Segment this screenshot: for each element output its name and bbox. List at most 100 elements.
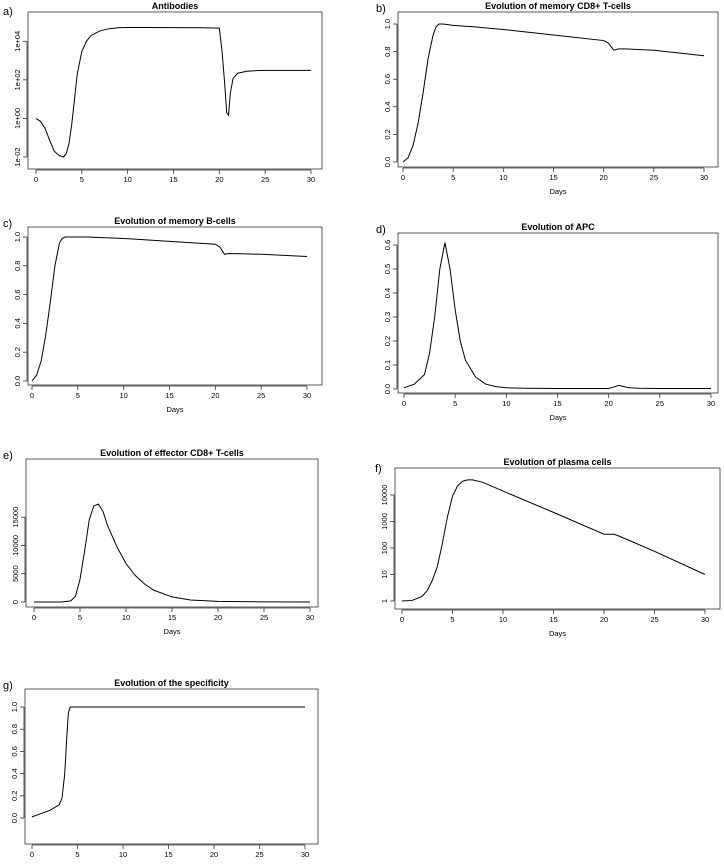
y-tick-label: 0: [11, 600, 20, 604]
x-tick-label: 20: [604, 399, 612, 408]
y-tick-label: 0.6: [13, 289, 22, 299]
y-tick-label: 0.4: [383, 102, 392, 112]
x-tick-label: 25: [656, 399, 664, 408]
chart-panel-a: a) Antibodies 0 5 10 15 20 25 30 1e-02 1e+00 1e+02 1…: [3, 1, 323, 184]
y-tick-label: 5000: [11, 565, 20, 582]
panel-label: c): [3, 218, 12, 230]
x-tick-label: 0: [402, 399, 406, 408]
x-tick-label: 15: [549, 615, 557, 624]
x-tick-label: 20: [215, 175, 223, 184]
y-tick-label: 0.2: [383, 129, 392, 139]
y-tick-label: 0.6: [10, 746, 19, 756]
y-tick-label: 1e+04: [13, 31, 22, 52]
y-tick-label: 10: [380, 570, 389, 578]
x-tick-label: 25: [650, 173, 658, 182]
y-tick-label: 0.1: [383, 360, 392, 370]
y-tick-label: 0.2: [10, 791, 19, 801]
x-tick-label: 30: [301, 850, 309, 859]
y-tick-label: 0.8: [13, 261, 22, 271]
x-tick-label: 0: [34, 175, 38, 184]
y-tick-label: 0.0: [13, 376, 22, 386]
chart-panel-g: g) Evolution of the specificity 0 5 10 15 20 25…: [3, 678, 319, 865]
x-tick-label: 20: [214, 613, 222, 622]
y-tick-label: 1e+02: [13, 69, 22, 90]
x-tick-label: 20: [211, 391, 219, 400]
chart-title: Evolution of memory B-cells: [114, 216, 236, 226]
y-tick-label: 100: [380, 542, 389, 555]
panel-label: f): [375, 463, 382, 475]
y-tick-label: 0.6: [383, 74, 392, 84]
y-tick-label: 0.0: [383, 384, 392, 394]
x-tick-label: 10: [122, 613, 130, 622]
y-tick-label: 0.0: [383, 157, 392, 167]
x-tick-label: 30: [700, 173, 708, 182]
series-line: [401, 479, 706, 602]
y-tick-label: 1.0: [10, 702, 19, 712]
panel-label: e): [3, 450, 13, 462]
chart-title: Antibodies: [152, 1, 199, 11]
x-tick-label: 25: [260, 613, 268, 622]
y-tick-label: 1000: [380, 513, 389, 530]
chart-title: Evolution of effector CD8+ T-cells: [100, 448, 244, 458]
y-tick-label: 0.4: [13, 318, 22, 328]
series-line: [31, 236, 308, 382]
y-tick-label: 1e-02: [13, 147, 22, 166]
y-tick-label: 10000: [380, 485, 389, 506]
x-tick-label: 0: [30, 391, 34, 400]
plot-frame: [24, 688, 319, 845]
panel-label: d): [376, 224, 386, 236]
y-tick-label: 1e+00: [13, 108, 22, 129]
x-tick-label: 25: [650, 615, 658, 624]
plot-frame: [397, 11, 719, 168]
panel-label: a): [3, 6, 13, 18]
x-tick-label: 25: [261, 175, 269, 184]
y-tick-label: 0.4: [383, 288, 392, 298]
x-tick-label: 30: [303, 391, 311, 400]
x-tick-label: 20: [210, 850, 218, 859]
y-tick-label: 0.2: [13, 347, 22, 357]
x-tick-label: 30: [307, 175, 315, 184]
y-tick-label: 0.4: [10, 768, 19, 778]
y-tick-label: 0.6: [383, 240, 392, 250]
x-axis-label: Days: [549, 413, 566, 422]
x-axis-label: Days: [163, 627, 180, 636]
y-tick-label: 0.8: [383, 46, 392, 56]
x-tick-label: 30: [701, 615, 709, 624]
x-tick-label: 10: [123, 175, 131, 184]
chart-title: Evolution of the specificity: [114, 678, 229, 688]
x-tick-label: 30: [707, 399, 715, 408]
x-tick-label: 10: [119, 391, 127, 400]
chart-panel-b: b) Evolution of memory CD8+ T-cells 0 5 10 15…: [376, 1, 719, 196]
x-tick-label: 15: [553, 399, 561, 408]
x-tick-label: 15: [168, 613, 176, 622]
x-axis-label: Days: [549, 187, 566, 196]
y-tick-label: 0.8: [10, 724, 19, 734]
x-tick-label: 0: [400, 615, 404, 624]
chart-title: Evolution of plasma cells: [503, 457, 611, 467]
panel-label: b): [376, 3, 386, 15]
y-tick-label: 0.5: [383, 264, 392, 274]
x-tick-label: 25: [255, 850, 263, 859]
y-tick-label: 1: [380, 599, 389, 603]
y-tick-label: 1.0: [13, 232, 22, 242]
panel-label: g): [3, 680, 13, 692]
series-line: [35, 26, 311, 158]
x-tick-label: 10: [499, 615, 507, 624]
y-tick-label: 15000: [11, 507, 20, 528]
x-tick-label: 5: [453, 399, 457, 408]
y-tick-label: 0.2: [383, 336, 392, 346]
plot-frame: [27, 11, 323, 170]
x-tick-label: 0: [401, 173, 405, 182]
x-tick-label: 5: [80, 175, 84, 184]
x-tick-label: 15: [164, 850, 172, 859]
chart-panel-d: d) Evolution of APC 0 5 10 15 20 25 30 Days 0.0 0.1…: [376, 222, 719, 422]
plot-frame: [397, 232, 719, 394]
x-tick-label: 5: [75, 850, 79, 859]
x-axis-label: Days: [549, 629, 566, 638]
series-line: [402, 23, 705, 163]
x-tick-label: 10: [502, 399, 510, 408]
x-tick-label: 15: [549, 173, 557, 182]
x-tick-label: 5: [78, 613, 82, 622]
x-tick-label: 10: [119, 850, 127, 859]
